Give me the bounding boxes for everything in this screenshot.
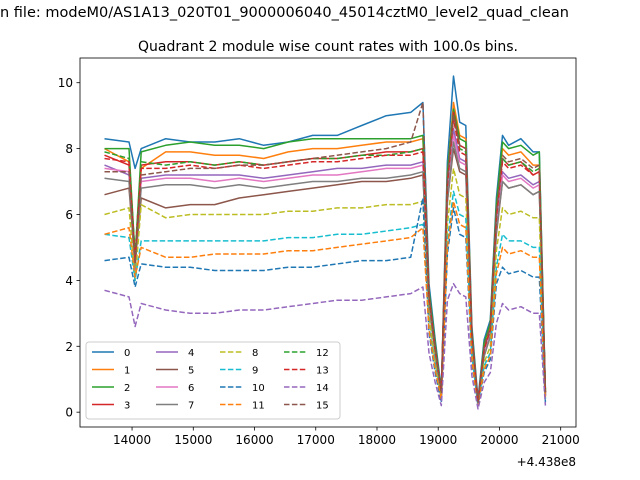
legend-label-14: 14 bbox=[316, 383, 329, 394]
series-line-2 bbox=[104, 108, 547, 404]
legend-label-3: 3 bbox=[124, 401, 130, 412]
x-tick-label: 16000 bbox=[235, 433, 273, 447]
legend-label-1: 1 bbox=[124, 366, 130, 377]
series-line-11 bbox=[104, 200, 547, 407]
plot-area bbox=[104, 75, 547, 410]
legend-box bbox=[85, 341, 341, 420]
legend-label-12: 12 bbox=[316, 348, 329, 359]
series-line-7 bbox=[104, 141, 547, 407]
x-tick-label: 17000 bbox=[297, 433, 335, 447]
axes-frame bbox=[79, 57, 577, 428]
series-line-8 bbox=[104, 167, 547, 407]
chart-title: Quadrant 2 module wise count rates with … bbox=[138, 39, 518, 55]
x-tick-label: 19000 bbox=[419, 433, 457, 447]
series-line-15 bbox=[104, 101, 547, 404]
legend-label-5: 5 bbox=[188, 366, 194, 377]
y-tick-label: 10 bbox=[58, 76, 73, 90]
legend-label-11: 11 bbox=[252, 401, 265, 412]
y-tick-label: 8 bbox=[65, 142, 73, 156]
y-tick-label: 2 bbox=[65, 340, 73, 354]
x-offset-label: +4.438e8 bbox=[517, 455, 576, 469]
legend-label-15: 15 bbox=[316, 401, 329, 412]
series-line-14 bbox=[104, 282, 547, 410]
legend-label-2: 2 bbox=[124, 383, 130, 394]
legend-label-10: 10 bbox=[252, 383, 265, 394]
legend-label-7: 7 bbox=[188, 401, 194, 412]
x-tick-label: 15000 bbox=[174, 433, 212, 447]
y-tick-label: 6 bbox=[65, 208, 73, 222]
legend-label-13: 13 bbox=[316, 366, 329, 377]
figure-suptitle: n file: modeM0/AS1A13_020T01_9000006040_… bbox=[0, 5, 569, 21]
legend-label-9: 9 bbox=[252, 366, 258, 377]
series-line-9 bbox=[104, 190, 547, 407]
series-line-10 bbox=[104, 197, 547, 407]
legend-label-8: 8 bbox=[252, 348, 258, 359]
x-tick-label: 18000 bbox=[358, 433, 396, 447]
legend-label-4: 4 bbox=[188, 348, 194, 359]
x-tick-label: 14000 bbox=[113, 433, 151, 447]
legend-label-0: 0 bbox=[124, 348, 130, 359]
x-tick-label: 20000 bbox=[480, 433, 518, 447]
y-tick-label: 0 bbox=[65, 406, 73, 420]
axes: 14000 15000 16000 17000 18000 19000 20000 21000… bbox=[58, 57, 580, 447]
series-lines bbox=[104, 75, 547, 410]
x-tick-label: 21000 bbox=[542, 433, 580, 447]
y-tick-label: 4 bbox=[65, 274, 73, 288]
legend-label-6: 6 bbox=[188, 383, 194, 394]
